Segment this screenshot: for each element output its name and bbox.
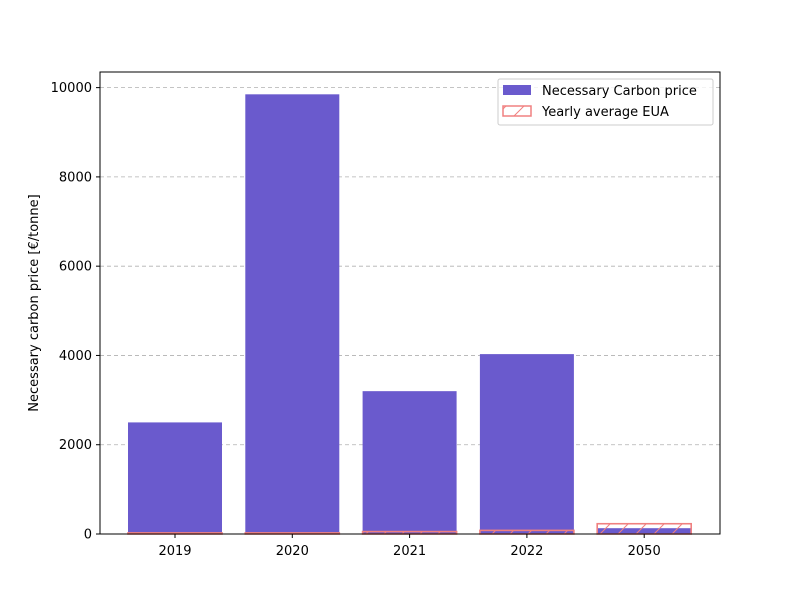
bar-eua-hatch bbox=[362, 531, 457, 534]
x-tick-label: 2022 bbox=[510, 544, 543, 559]
bar-eua-hatch bbox=[597, 523, 692, 534]
legend-box bbox=[497, 78, 714, 126]
y-tick-label: 8000 bbox=[59, 170, 92, 185]
y-tick-label: 4000 bbox=[59, 349, 92, 364]
x-tick-label: 2050 bbox=[628, 544, 661, 559]
y-axis-title: Necessary carbon price [€/tonne] bbox=[27, 194, 42, 411]
legend-swatch-necessary bbox=[503, 85, 531, 95]
bar-necessary-carbon-price bbox=[362, 391, 457, 534]
bar-necessary-carbon-price bbox=[128, 422, 222, 534]
legend-label-eua: Yearly average EUA bbox=[541, 105, 669, 120]
y-tick-label: 6000 bbox=[59, 260, 92, 275]
x-tick-label: 2021 bbox=[393, 544, 426, 559]
legend: Necessary Carbon price Yearly average EU… bbox=[497, 78, 714, 126]
x-tick-label: 2019 bbox=[158, 544, 191, 559]
legend-swatch-eua bbox=[502, 105, 532, 117]
y-tick-label: 2000 bbox=[59, 438, 92, 453]
bars bbox=[127, 94, 693, 535]
bar-eua-hatch bbox=[479, 530, 574, 534]
legend-swatch-eua-hatch bbox=[503, 106, 531, 116]
y-tick-label: 10000 bbox=[51, 81, 92, 96]
axis-ticks: 0 2000 4000 6000 8000 10000 2019 2020 2021 2022 20… bbox=[51, 81, 661, 559]
y-tick-label: 0 bbox=[84, 528, 92, 543]
bar-necessary-carbon-price bbox=[479, 354, 574, 534]
bar-necessary-carbon-price bbox=[245, 94, 340, 534]
legend-label-necessary: Necessary Carbon price bbox=[542, 84, 697, 99]
x-tick-label: 2020 bbox=[276, 544, 309, 559]
